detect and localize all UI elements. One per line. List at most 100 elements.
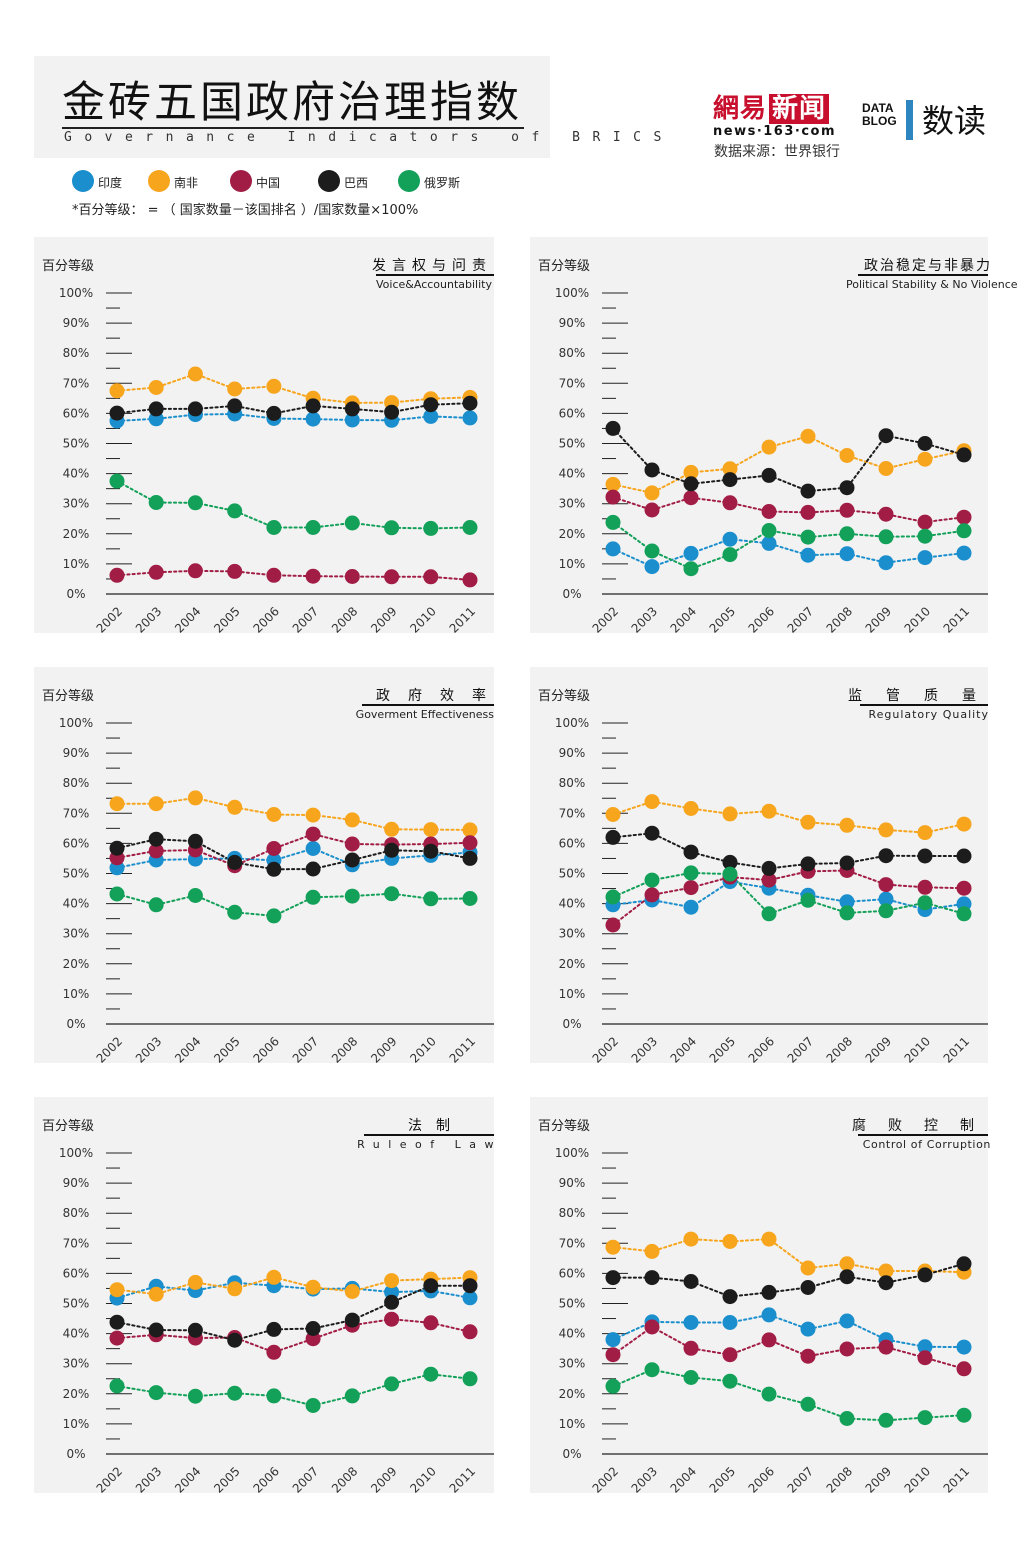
percentile-note: *百分等级： = （ 国家数量－该国排名 ）/国家数量×100% bbox=[72, 203, 419, 218]
x-tick-label: 2006 bbox=[746, 1034, 777, 1065]
data-point bbox=[305, 1321, 321, 1336]
data-point bbox=[878, 822, 894, 838]
line-chart: 0% 10% 20% 30% 40% 50% 60% 70% 80% 90% 100% 2002 200… bbox=[59, 1146, 494, 1496]
data-point bbox=[344, 888, 360, 904]
x-tick-label: 2004 bbox=[668, 1464, 699, 1495]
chart-subtitle: Ruleof Law bbox=[357, 1138, 502, 1151]
data-point bbox=[109, 473, 125, 489]
data-point bbox=[266, 520, 282, 535]
x-tick-label: 2005 bbox=[211, 604, 242, 635]
series-line bbox=[116, 412, 471, 422]
data-point bbox=[722, 1347, 738, 1363]
data-point bbox=[605, 917, 621, 933]
data-point bbox=[227, 1281, 243, 1297]
data-point bbox=[605, 489, 621, 505]
x-tick-label: 2011 bbox=[941, 1034, 972, 1065]
data-point bbox=[187, 888, 203, 903]
y-tick-label: 30% bbox=[559, 1357, 586, 1371]
series-line bbox=[116, 480, 471, 530]
x-tick-label: 2008 bbox=[329, 1034, 360, 1065]
data-point bbox=[644, 502, 660, 518]
data-point bbox=[384, 842, 400, 858]
series-line bbox=[116, 1373, 471, 1407]
data-point bbox=[683, 1274, 699, 1289]
series-line bbox=[612, 521, 965, 570]
data-point bbox=[305, 411, 321, 427]
x-tick-label: 2007 bbox=[290, 604, 321, 635]
y-tick-label: 60% bbox=[63, 1266, 90, 1280]
chart-title-rule bbox=[860, 704, 988, 706]
y-tick-label: 70% bbox=[559, 806, 586, 820]
y-tick-label: 60% bbox=[559, 406, 586, 420]
y-axis-title: 百分等级 bbox=[538, 1119, 591, 1134]
chart-title: 政治稳定与非暴力 bbox=[864, 258, 992, 274]
series-line bbox=[116, 1281, 471, 1300]
data-point bbox=[305, 568, 321, 584]
data-point bbox=[878, 877, 894, 893]
data-point bbox=[683, 545, 699, 561]
data-point bbox=[109, 886, 125, 902]
page-title: 金砖五国政府治理指数 bbox=[62, 78, 522, 128]
data-point bbox=[227, 1385, 243, 1401]
x-tick-label: 2009 bbox=[368, 604, 399, 635]
datablog-logo-bar bbox=[906, 100, 913, 140]
data-point bbox=[761, 1284, 777, 1300]
legend-dot bbox=[398, 170, 420, 192]
x-tick-label: 2008 bbox=[824, 1034, 855, 1065]
legend-dot bbox=[148, 170, 170, 192]
data-point bbox=[956, 545, 972, 561]
y-tick-label: 40% bbox=[559, 467, 586, 481]
chart-title: 腐败控制 bbox=[852, 1118, 996, 1134]
data-point bbox=[109, 840, 125, 856]
y-tick-label: 80% bbox=[559, 776, 586, 790]
data-point bbox=[683, 801, 699, 816]
data-point bbox=[917, 550, 933, 566]
data-point bbox=[800, 892, 816, 908]
data-point bbox=[722, 1373, 738, 1389]
data-point bbox=[227, 904, 243, 920]
chart-panel-regulatory-quality: 百分等级 监管质量 Regulatory Quality 0% 10% 20% 30%… bbox=[530, 667, 988, 1066]
data-point bbox=[917, 825, 933, 841]
netease-logo-part-b: 新闻 bbox=[769, 94, 830, 124]
data-point bbox=[305, 861, 321, 877]
x-tick-label: 2006 bbox=[251, 1464, 282, 1495]
y-tick-label: 30% bbox=[63, 927, 90, 941]
data-point bbox=[344, 1284, 360, 1299]
chart-panel-control-of-corruption: 百分等级 腐败控制 Control of Corruption 0% 10% 20%… bbox=[530, 1097, 990, 1496]
data-point bbox=[266, 908, 282, 924]
series-line bbox=[612, 800, 965, 834]
y-tick-label: 20% bbox=[63, 527, 90, 541]
data-point bbox=[462, 835, 478, 851]
data-point bbox=[305, 1279, 321, 1295]
y-tick-label: 80% bbox=[63, 346, 90, 360]
title-box: 金砖五国政府治理指数 Governance Indicators of BRIC… bbox=[34, 56, 661, 158]
x-tick-label: 2005 bbox=[707, 1034, 738, 1065]
data-point bbox=[917, 1410, 933, 1426]
data-point bbox=[605, 1239, 621, 1255]
data-point bbox=[605, 514, 621, 530]
x-tick-label: 2002 bbox=[590, 604, 621, 635]
data-point bbox=[344, 569, 360, 584]
data-point bbox=[683, 1340, 699, 1356]
data-point bbox=[917, 1339, 933, 1355]
x-tick-label: 2010 bbox=[902, 604, 933, 635]
x-tick-label: 2005 bbox=[211, 1464, 242, 1495]
y-tick-label: 30% bbox=[63, 1357, 90, 1371]
datablog-line1: DATA bbox=[862, 101, 894, 115]
y-tick-label: 50% bbox=[559, 437, 586, 451]
data-point bbox=[800, 504, 816, 520]
data-point bbox=[109, 405, 125, 421]
series-line bbox=[612, 1238, 965, 1274]
x-tick-label: 2003 bbox=[629, 1034, 660, 1065]
y-tick-label: 30% bbox=[559, 497, 586, 511]
data-point bbox=[644, 462, 660, 478]
y-axis-title: 百分等级 bbox=[42, 689, 95, 704]
x-tick-label: 2003 bbox=[133, 1034, 164, 1065]
y-tick-label: 20% bbox=[63, 1387, 90, 1401]
data-point bbox=[839, 1313, 855, 1329]
legend-label: 中国 bbox=[256, 176, 281, 190]
data-point bbox=[722, 1289, 738, 1305]
data-point bbox=[878, 461, 894, 476]
data-point bbox=[187, 790, 203, 806]
data-point bbox=[839, 526, 855, 542]
